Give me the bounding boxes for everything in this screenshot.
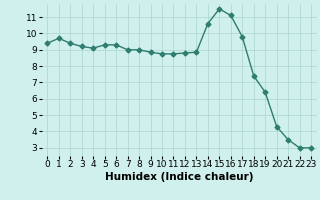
X-axis label: Humidex (Indice chaleur): Humidex (Indice chaleur)	[105, 172, 253, 182]
